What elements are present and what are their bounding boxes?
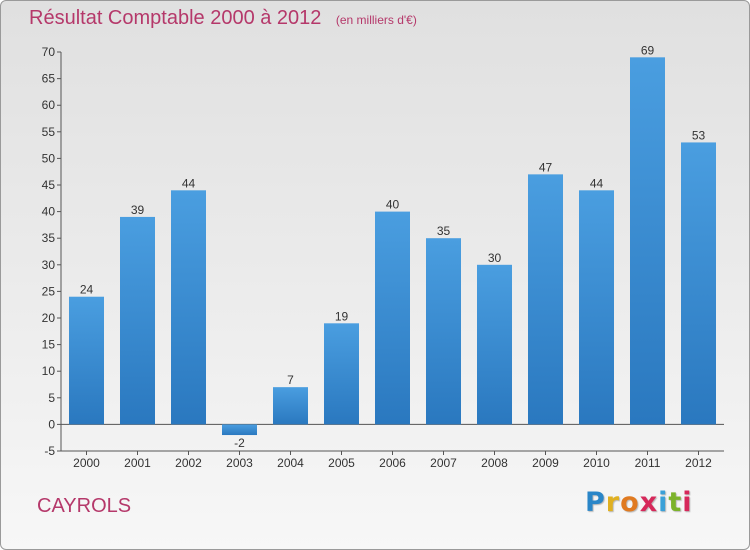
bar-value-label: 24 — [80, 283, 94, 297]
y-tick-label: 5 — [48, 391, 55, 405]
y-tick-label: 30 — [42, 258, 56, 272]
y-tick-label: 25 — [42, 284, 56, 298]
x-tick-label: 2009 — [532, 456, 559, 470]
bar-value-label: 53 — [692, 128, 706, 142]
bar — [630, 57, 665, 425]
x-tick-label: 2001 — [124, 456, 151, 470]
bar-value-label: 47 — [539, 160, 553, 174]
x-tick-label: 2007 — [430, 456, 457, 470]
y-tick-label: 50 — [42, 151, 56, 165]
bar — [579, 190, 614, 425]
bar — [528, 174, 563, 425]
y-tick-label: 45 — [42, 178, 56, 192]
bar-value-label: 39 — [131, 203, 145, 217]
logo-letter: x — [639, 487, 659, 518]
x-tick-label: 2008 — [481, 456, 508, 470]
logo-letter: t — [668, 487, 683, 518]
y-tick-label: 65 — [42, 72, 56, 86]
bar-value-label: 44 — [590, 176, 604, 190]
logo-letter: i — [682, 487, 693, 518]
x-tick-label: 2005 — [328, 456, 355, 470]
y-tick-label: 70 — [42, 45, 56, 59]
logo-letter: i — [658, 487, 669, 518]
chart-title-block: Résultat Comptable 2000 à 2012 (en milli… — [29, 7, 417, 30]
bar-value-label: 69 — [641, 43, 655, 57]
y-tick-label: 10 — [42, 364, 56, 378]
y-tick-label: 40 — [42, 205, 56, 219]
x-tick-label: 2002 — [175, 456, 202, 470]
y-tick-label: 20 — [42, 311, 56, 325]
y-tick-label: 15 — [42, 338, 56, 352]
proxiti-logo: Proxiti — [585, 487, 693, 518]
y-tick-label: 35 — [42, 231, 56, 245]
x-tick-label: 2012 — [685, 456, 712, 470]
x-tick-label: 2003 — [226, 456, 253, 470]
bar — [375, 211, 410, 425]
chart-title: Résultat Comptable 2000 à 2012 — [29, 7, 322, 29]
bar — [273, 387, 308, 425]
logo-letter: r — [605, 487, 621, 518]
x-tick-label: 2011 — [635, 456, 661, 470]
commune-name: CAYROLS — [37, 495, 132, 517]
x-tick-label: 2004 — [277, 456, 304, 470]
bar — [222, 424, 257, 436]
bar — [171, 190, 206, 425]
bar — [681, 142, 716, 425]
logo-letter: o — [620, 487, 640, 518]
bar-value-label: 44 — [182, 176, 196, 190]
y-tick-label: 0 — [48, 417, 55, 431]
bar-value-label: 30 — [488, 251, 502, 265]
y-tick-label: 60 — [42, 98, 56, 112]
y-tick-label: 55 — [42, 125, 56, 139]
bar — [426, 238, 461, 425]
bar-value-label: 40 — [386, 198, 400, 212]
x-tick-label: 2006 — [379, 456, 406, 470]
bar — [477, 264, 512, 425]
x-tick-label: 2010 — [583, 456, 610, 470]
bar — [69, 296, 104, 425]
logo-letter: P — [585, 487, 606, 518]
bar — [324, 323, 359, 425]
bar-value-label: 35 — [437, 224, 451, 238]
bar — [120, 216, 155, 425]
x-tick-label: 2000 — [73, 456, 100, 470]
bar-value-label: -2 — [234, 436, 245, 450]
bar-value-label: 7 — [287, 373, 294, 387]
y-tick-label: -5 — [44, 444, 55, 458]
chart-subtitle: (en milliers d'€) — [335, 13, 417, 27]
bar-value-label: 19 — [335, 309, 349, 323]
